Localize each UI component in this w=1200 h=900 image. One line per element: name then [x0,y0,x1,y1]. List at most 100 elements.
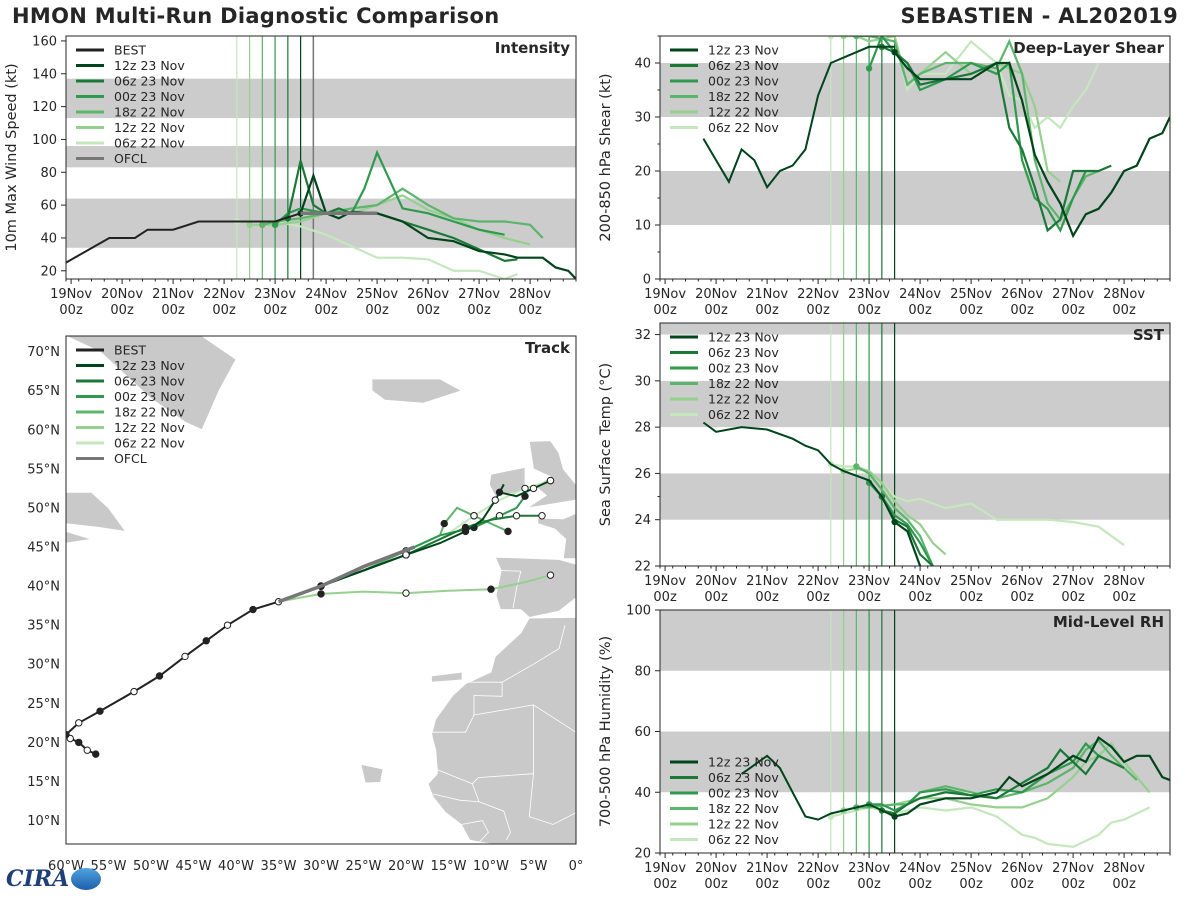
map-area [66,336,576,844]
legend-label: 06z 22 Nov [708,120,779,135]
x-tick-label: 20Nov [101,287,143,302]
x-tick-sublabel: 00z [161,303,185,318]
best-track-line [702,45,895,190]
y-tick-label: 24 [634,513,651,528]
track-point [546,571,555,579]
lon-tick-label: 15°W [431,859,467,874]
x-tick-sublabel: 00z [755,877,779,892]
y-tick-label: 60 [634,725,651,740]
great-britain-land [527,440,576,509]
x-tick-label: 23Nov [254,287,296,302]
lon-tick-label: 40°W [218,859,254,874]
x-tick-sublabel: 00z [959,877,983,892]
lat-tick-label: 50°N [27,501,60,516]
legend-label: 00z 23 Nov [708,74,779,89]
x-tick-sublabel: 00z [806,877,830,892]
panel-sst: 22242628303219Nov00z20Nov00z21Nov00z22No… [598,322,1171,605]
legend-label: 06z 23 Nov [114,374,185,389]
panel-title: Intensity [495,39,571,57]
newfoundland-land [66,491,127,532]
lat-tick-label: 35°N [27,619,60,634]
border-line [528,773,576,825]
x-tick-label: 27Nov [1052,861,1094,876]
border-line [501,625,566,683]
x-tick-label: 26Nov [407,287,449,302]
legend-label: 12z 22 Nov [114,420,185,435]
panel-title: Mid-Level RH [1053,613,1164,631]
best-track-line [702,421,896,523]
legend-label: 06z 22 Nov [708,832,779,847]
y-tick-label: 28 [634,421,651,436]
y-axis-label: 700-500 hPa Humidity (%) [598,636,614,827]
y-tick-label: 22 [634,560,651,575]
x-tick-sublabel: 00z [959,303,983,318]
shaded-band [66,146,576,168]
panel-title: Deep-Layer Shear [1013,39,1164,57]
series-start-point [891,49,898,56]
legend-label: 06z 23 Nov [708,770,779,785]
x-tick-sublabel: 00z [704,303,728,318]
y-tick-label: 20 [40,264,57,279]
legend-label: 12z 22 Nov [708,392,779,407]
x-tick-label: 26Nov [1001,861,1043,876]
x-tick-label: 25Nov [950,287,992,302]
x-tick-sublabel: 00z [1010,590,1034,605]
track-point [487,585,495,593]
series-start-point [853,36,860,40]
y-axis-label: Sea Surface Temp (°C) [598,363,614,526]
x-tick-label: 20Nov [695,287,737,302]
series-start-point [246,221,253,229]
best-track-point [75,719,83,727]
y-tick-label: 10 [634,219,651,234]
y-tick-label: 26 [634,467,651,482]
legend-label: 06z 23 Nov [708,58,779,73]
track-point [504,527,512,536]
series-start-point [853,463,860,470]
legend-label: 06z 22 Nov [114,436,185,451]
series-start-point [271,221,279,229]
lon-tick-label: 55°W [91,859,127,874]
series-line-12z-23-Nov [894,735,1170,818]
y-tick-label: 100 [626,604,651,619]
border-line [500,570,522,609]
legend-label: 18z 22 Nov [708,801,779,816]
iberia-land [494,556,576,618]
greenland-land [66,336,237,431]
series-line-12z-23-Nov [893,51,1170,239]
x-tick-sublabel: 00z [1112,877,1136,892]
storm-title: SEBASTIEN - AL202019 [900,4,1178,28]
panel-frame [65,335,577,845]
x-tick-label: 26Nov [1001,287,1043,302]
x-tick-label: 24Nov [899,287,941,302]
x-tick-label: 24Nov [899,574,941,589]
lon-tick-label: 10°W [473,859,509,874]
lon-tick-label: 30°W [303,859,339,874]
legend-label: BEST [114,43,146,58]
globe-icon [71,868,102,890]
legend-label: 12z 22 Nov [708,817,779,832]
track-point [538,512,546,520]
series-line-06z-23-Nov [881,748,1125,815]
x-tick-label: 21Nov [746,861,788,876]
track-point [491,496,499,504]
x-tick-sublabel: 00z [365,303,389,318]
border-line [431,681,503,733]
x-tick-sublabel: 00z [755,590,779,605]
shaded-band [660,473,1170,520]
x-tick-sublabel: 00z [1061,303,1085,318]
best-track-point [202,637,210,645]
series-line-00z-23-Nov [869,741,1112,812]
x-tick-sublabel: 00z [806,590,830,605]
cape-verde-land [360,763,384,784]
x-tick-sublabel: 00z [857,590,881,605]
x-tick-label: 20Nov [695,574,737,589]
x-tick-sublabel: 00z [1061,590,1085,605]
africa-land [427,616,576,844]
y-tick-label: 140 [32,67,57,82]
series-line-18z-22-Nov [856,739,1138,809]
x-tick-sublabel: 00z [806,303,830,318]
series-start-point [827,36,835,40]
track-point [402,589,410,597]
y-tick-label: 120 [32,100,57,115]
series-line-06z-22-Nov [830,806,1151,849]
